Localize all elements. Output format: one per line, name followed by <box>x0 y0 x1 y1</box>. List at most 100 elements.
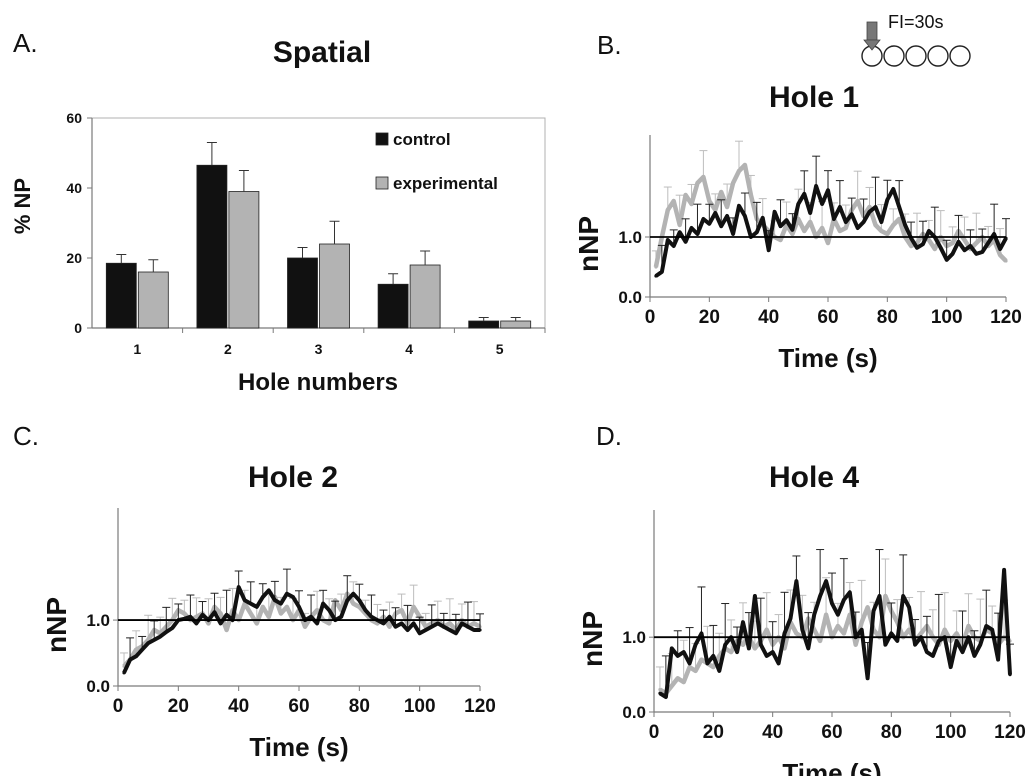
error-bar-control <box>116 254 127 264</box>
legend-swatch-control <box>375 132 389 146</box>
data-point-control <box>339 615 343 619</box>
inset-arrow-shaft <box>866 21 878 41</box>
data-point-experimental <box>666 208 670 212</box>
data-point-experimental <box>717 654 721 658</box>
data-point-control <box>658 691 662 695</box>
data-point-experimental <box>676 676 680 680</box>
x-tick-label: 60 <box>817 307 838 328</box>
data-point-experimental <box>873 223 878 227</box>
bar-control <box>377 283 409 329</box>
hole-schematic-inset: FI=30s <box>861 12 971 67</box>
x-tick-label: 100 <box>931 307 963 328</box>
data-point-experimental <box>879 229 884 233</box>
error-bar-control <box>206 142 217 166</box>
error-bar-experimental <box>420 250 431 265</box>
data-point-control <box>925 650 929 654</box>
data-point-experimental <box>218 611 223 616</box>
data-point-control <box>436 621 440 625</box>
data-point-experimental <box>743 163 747 167</box>
data-point-control <box>741 620 745 624</box>
data-point-control <box>200 613 205 617</box>
data-point-control <box>676 654 680 658</box>
x-tick-label: 100 <box>404 696 436 717</box>
data-point-experimental <box>678 223 682 227</box>
data-point-experimental <box>399 608 404 612</box>
y-axis-title: nNP <box>41 597 72 653</box>
data-point-control <box>255 605 259 609</box>
data-point-control <box>194 621 199 625</box>
error-bar-experimental <box>510 317 521 321</box>
data-point-experimental <box>279 611 283 616</box>
hole1-line-chart: 0.0 1.0 0 20 40 60 80 100 120 Time (s) nNP <box>573 135 1022 373</box>
inset-hole-5 <box>949 45 971 67</box>
data-point-control <box>134 654 138 658</box>
data-point-control <box>877 594 882 598</box>
data-point-control <box>737 204 741 208</box>
data-point-experimental <box>998 253 1002 257</box>
data-point-control <box>237 585 241 589</box>
data-point-experimental <box>836 624 840 628</box>
data-point-experimental <box>194 615 199 619</box>
data-point-experimental <box>670 684 674 688</box>
data-point-experimental <box>854 643 858 647</box>
data-point-control <box>812 613 816 617</box>
data-point-control <box>808 211 812 215</box>
data-point-control <box>856 226 860 230</box>
data-point-control <box>122 671 126 675</box>
data-point-control <box>212 610 217 614</box>
data-point-control <box>273 598 277 602</box>
data-point-control <box>146 641 150 645</box>
data-point-experimental <box>907 628 911 632</box>
x-tick-label: 120 <box>464 696 496 717</box>
series-control <box>122 568 484 675</box>
series-line-experimental <box>658 593 1012 696</box>
data-point-control <box>945 258 949 262</box>
y-axis-title: nNP <box>577 611 608 667</box>
x-axis-title: Hole numbers <box>238 369 398 396</box>
data-point-experimental <box>966 624 971 628</box>
legend: control experimental <box>375 130 498 193</box>
data-point-control <box>759 643 763 647</box>
data-point-control <box>1008 672 1012 677</box>
x-axis-title: Time (s) <box>249 732 348 762</box>
data-point-control <box>907 605 911 609</box>
data-point-experimental <box>1004 259 1008 263</box>
data-point-control <box>980 250 984 254</box>
data-point-control <box>218 621 223 625</box>
data-point-control <box>393 625 398 629</box>
data-point-control <box>321 601 325 606</box>
data-point-control <box>842 598 846 602</box>
error-bar-control <box>478 317 489 321</box>
data-point-control <box>921 242 925 246</box>
x-tick-label: 5 <box>496 341 504 357</box>
data-point-control <box>765 654 769 658</box>
data-point-control <box>802 192 806 196</box>
data-point-experimental <box>267 615 271 619</box>
data-point-control <box>889 631 893 636</box>
panel-c-letter: C. <box>13 421 39 451</box>
data-point-experimental <box>951 241 955 245</box>
error-bar-control <box>297 247 308 258</box>
legend-swatch-experimental <box>375 176 389 190</box>
y-tick-label: 0 <box>74 320 82 336</box>
data-point-control <box>871 609 876 613</box>
data-point-control <box>866 676 870 680</box>
data-point-experimental <box>182 611 186 616</box>
data-point-experimental <box>249 611 253 616</box>
data-point-experimental <box>206 621 211 625</box>
data-point-experimental <box>315 608 319 612</box>
data-point-experimental <box>701 175 706 179</box>
data-point-experimental <box>749 193 753 197</box>
panel-b-letter: B. <box>597 30 622 60</box>
x-tick-label: 80 <box>877 307 898 328</box>
data-point-experimental <box>134 648 138 652</box>
data-point-control <box>164 630 168 634</box>
data-point-control <box>790 228 795 232</box>
data-point-experimental <box>790 232 795 236</box>
data-point-control <box>670 646 674 651</box>
data-point-control <box>399 621 404 625</box>
data-point-control <box>873 205 878 209</box>
error-bar-experimental <box>329 220 340 244</box>
y-tick-label: 20 <box>66 250 82 266</box>
panel-a-letter: A. <box>13 28 38 58</box>
